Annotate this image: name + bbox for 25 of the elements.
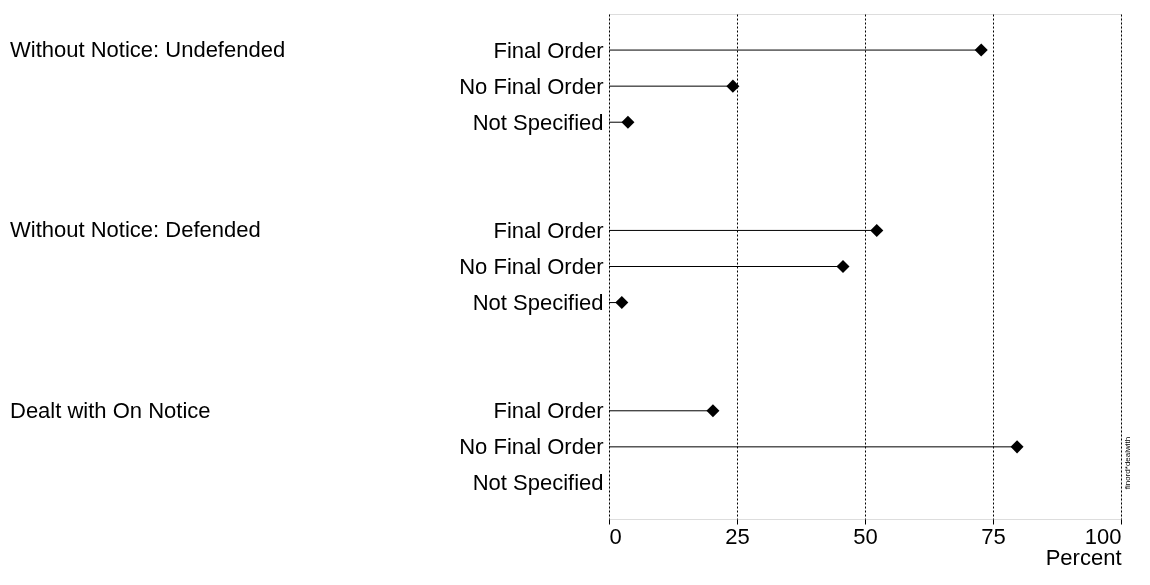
x-tick-label: 75 [981,523,1006,549]
text: Without Notice: Defended [10,217,261,243]
point [726,79,740,93]
text: Without Notice: Undefended [10,37,286,63]
point [870,223,884,237]
x-tick-label: 25 [725,523,750,549]
x-tick-label: 0 [609,523,622,549]
point [621,115,635,129]
text: finord*dealwith [1123,436,1132,490]
y-tick-label: Not Specified [472,290,604,316]
y-tick-label: Final Order [493,398,604,424]
y-tick-label: Final Order [493,217,604,243]
y-tick-label: No Final Order [459,434,604,460]
text: Dealt with On Notice [10,397,211,423]
y-tick-label: Not Specified [472,109,604,135]
y-tick-label: No Final Order [459,73,604,99]
point [836,259,850,274]
point [974,43,988,57]
y-tick-label: Not Specified [472,470,604,496]
point [615,296,629,310]
y-tick-label: Final Order [493,37,604,63]
point [1010,440,1024,454]
point [706,404,720,418]
x-tick-label: 50 [853,523,878,549]
y-tick-label: No Final Order [459,254,604,279]
